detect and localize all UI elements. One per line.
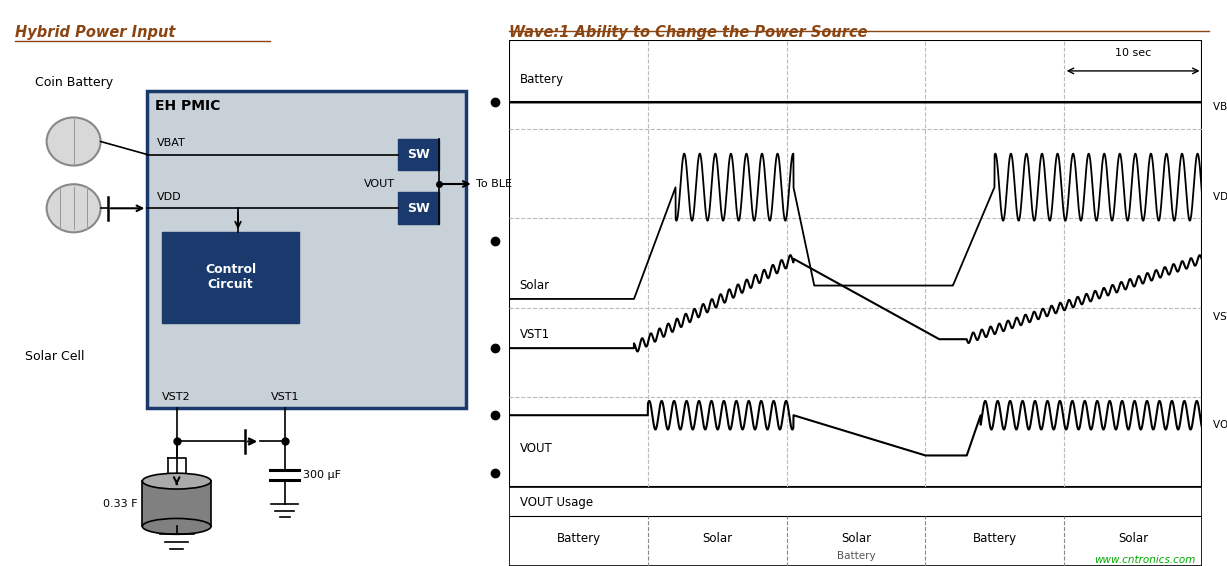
- Text: Solar: Solar: [1118, 532, 1148, 544]
- Ellipse shape: [142, 473, 211, 489]
- Text: VBAT (2 V/div): VBAT (2 V/div): [1212, 102, 1227, 112]
- FancyBboxPatch shape: [162, 232, 299, 323]
- Text: Hybrid Power Input: Hybrid Power Input: [15, 25, 175, 41]
- Text: VDD (2 V/div): VDD (2 V/div): [1212, 191, 1227, 201]
- Text: Solar: Solar: [519, 279, 550, 292]
- Text: VST1: VST1: [519, 328, 550, 341]
- Text: VOUT Usage: VOUT Usage: [519, 496, 593, 509]
- Text: 0.33 F: 0.33 F: [103, 499, 137, 509]
- Text: 10 sec: 10 sec: [1115, 48, 1151, 58]
- Ellipse shape: [47, 118, 101, 166]
- Text: VOUT: VOUT: [364, 179, 395, 189]
- Text: Battery: Battery: [973, 532, 1016, 544]
- Text: VST1: VST1: [270, 392, 299, 402]
- Text: 300 μF: 300 μF: [303, 470, 341, 481]
- FancyBboxPatch shape: [147, 91, 466, 408]
- Ellipse shape: [142, 518, 211, 534]
- Bar: [142, 481, 211, 526]
- Text: SW: SW: [407, 202, 429, 215]
- Text: Wave:1 Ability to Change the Power Source: Wave:1 Ability to Change the Power Sourc…: [509, 25, 867, 41]
- Text: VOUT (2 V/div): VOUT (2 V/div): [1212, 419, 1227, 429]
- Text: Battery: Battery: [557, 532, 600, 544]
- FancyBboxPatch shape: [398, 139, 439, 170]
- Text: VSTORE1 (2 V/div): VSTORE1 (2 V/div): [1212, 312, 1227, 322]
- FancyBboxPatch shape: [398, 192, 439, 224]
- Text: Battery: Battery: [519, 74, 563, 87]
- Text: Control
Circuit: Control Circuit: [205, 263, 256, 291]
- Text: VOUT: VOUT: [519, 442, 552, 455]
- Text: Coin Battery: Coin Battery: [34, 76, 113, 88]
- Text: www.cntronics.com: www.cntronics.com: [1094, 555, 1195, 565]
- Text: Solar: Solar: [840, 532, 871, 544]
- Text: VBAT: VBAT: [157, 138, 185, 148]
- Text: To BLE: To BLE: [476, 179, 512, 189]
- Text: Solar: Solar: [702, 532, 733, 544]
- Text: Solar Cell: Solar Cell: [25, 350, 83, 363]
- Ellipse shape: [47, 184, 101, 232]
- Text: Battery: Battery: [837, 551, 875, 561]
- Text: VST2: VST2: [162, 392, 191, 402]
- Text: VDD: VDD: [157, 192, 182, 202]
- Text: SW: SW: [407, 148, 429, 161]
- Text: EH PMIC: EH PMIC: [155, 99, 220, 113]
